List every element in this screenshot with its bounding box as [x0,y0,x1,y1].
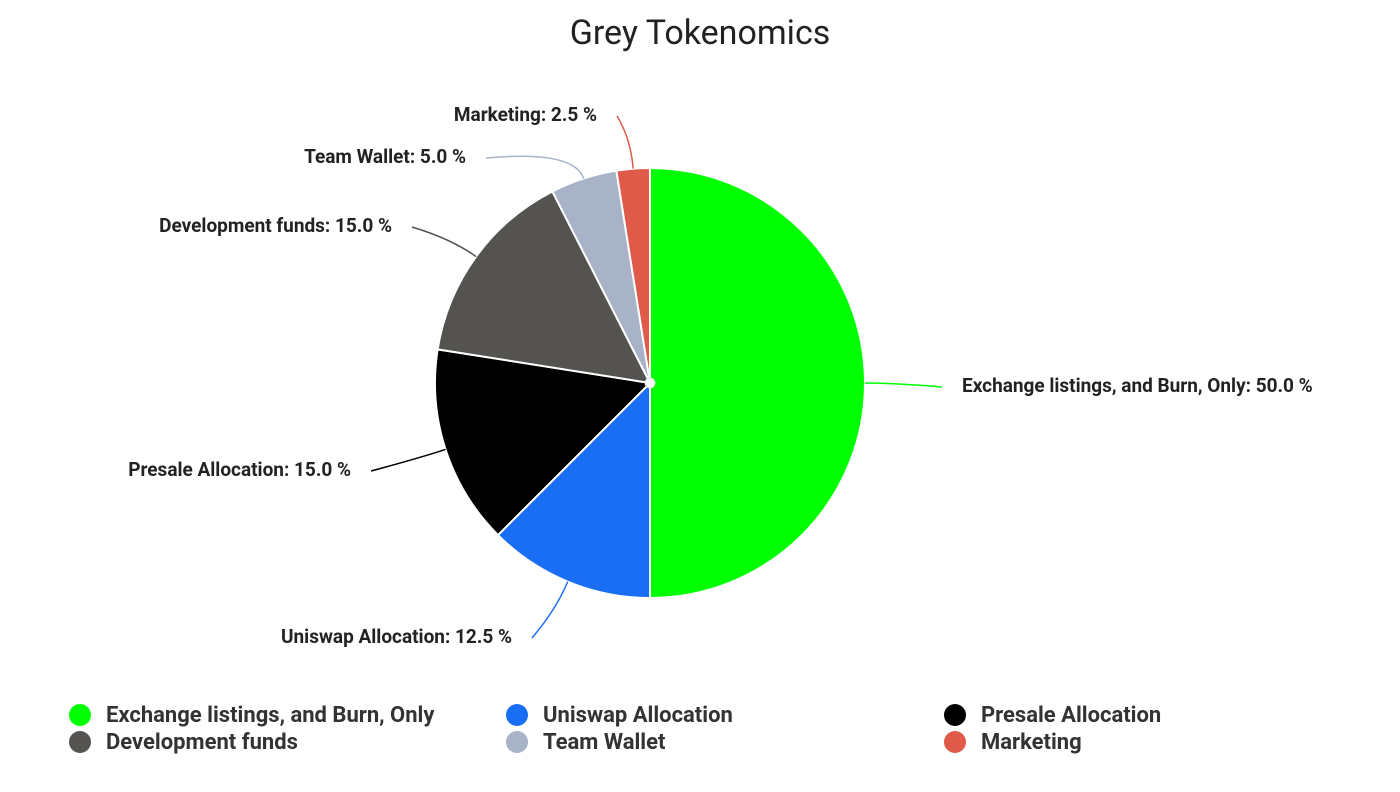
data-label: Development funds: 15.0 % [159,214,392,237]
pie-slice [649,166,866,600]
data-label: Exchange listings, and Burn, Only: 50.0 … [962,374,1313,397]
chart-title: Grey Tokenomics [570,13,831,53]
leader-line [370,448,446,472]
legend-marker [69,704,91,726]
data-label: Marketing: 2.5 % [454,103,597,126]
legend-label: Development funds [106,730,298,755]
legend-marker [69,731,91,753]
data-label: Uniswap Allocation: 12.5 % [281,625,512,648]
legend-marker [506,704,528,726]
pie-slice [615,166,651,384]
leader-line [864,382,943,388]
data-label: Team Wallet: 5.0 % [304,145,466,168]
legend-marker [944,731,966,753]
leader-line [411,226,477,258]
pie-slice [436,190,652,385]
pie-center [644,377,656,389]
legend-label: Team Wallet [543,730,666,755]
legend-marker [506,731,528,753]
legend-label: Marketing [981,730,1082,755]
leader-line [531,581,569,639]
leader-line [485,155,585,179]
legend-label: Uniswap Allocation [543,703,733,728]
data-label: Presale Allocation: 15.0 % [128,458,351,481]
legend-label: Exchange listings, and Burn, Only [106,703,435,728]
pie-slice [434,348,653,537]
legend-marker [944,704,966,726]
leader-line [616,115,634,169]
legend-label: Presale Allocation [981,703,1161,728]
